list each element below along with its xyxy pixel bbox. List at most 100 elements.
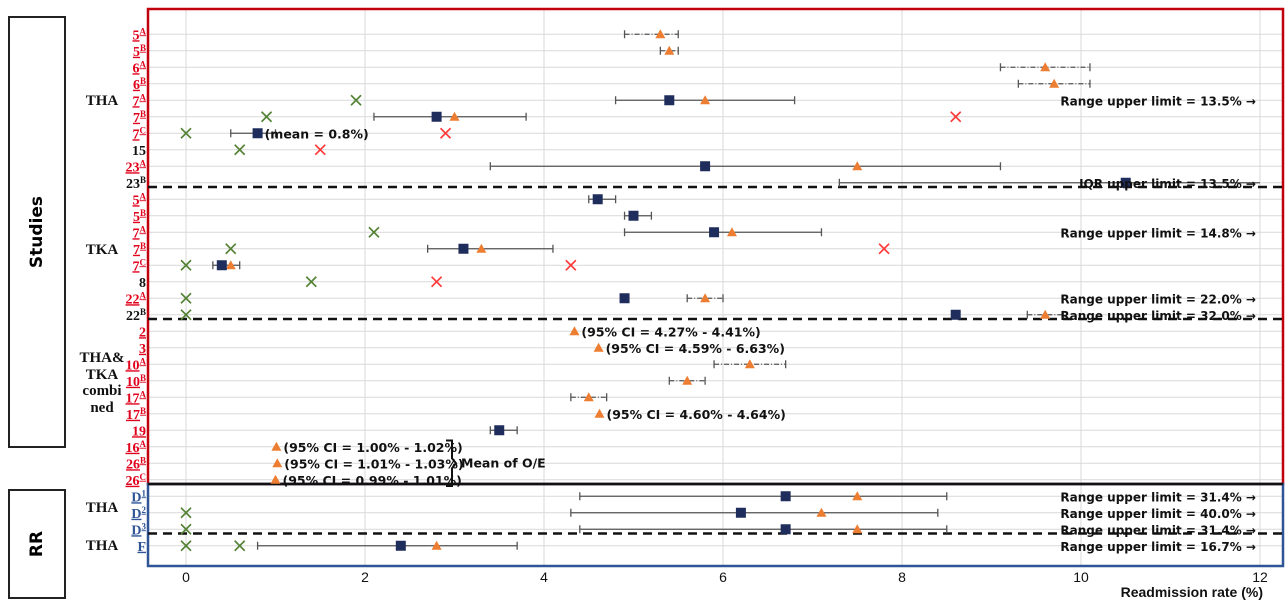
median-marker [271, 441, 282, 451]
study-label: D3 [131, 521, 146, 538]
point-annotation: (95% CI = 4.27% - 4.41%) [581, 324, 760, 339]
study-label: 26B [126, 455, 146, 472]
max-marker-stroke [878, 243, 890, 255]
upper-limit-note: Range upper limit = 31.4% → [1060, 490, 1256, 504]
min-marker-stroke [234, 144, 246, 156]
min-marker [225, 243, 237, 255]
brace-label: Mean of O/E [461, 455, 546, 470]
study-label: 7A [133, 224, 147, 241]
group-label-combined: THA& TKA combi ned [72, 350, 132, 416]
study-label: 7C [133, 125, 147, 142]
upper-limit-note: Range upper limit = 32.0% → [1060, 309, 1256, 323]
x-tick-label: 4 [540, 569, 548, 585]
study-label-superscript: 1 [142, 488, 147, 498]
mean-marker [252, 128, 263, 139]
study-label-superscript: B [140, 43, 146, 53]
mean-marker [709, 227, 720, 238]
study-label: 17B [126, 406, 146, 423]
study-label-superscript: A [140, 158, 147, 168]
group-label-combined-line: combi [82, 383, 122, 399]
study-label: 10B [126, 373, 146, 390]
study-label: 26C [126, 472, 147, 489]
study-label: 15 [132, 144, 146, 159]
max-marker-stroke [439, 127, 452, 139]
studies-side-box: Studies [8, 16, 66, 448]
max-marker [314, 144, 326, 156]
study-label-superscript: B [140, 175, 146, 185]
study-label: 8 [139, 276, 146, 291]
study-label: 7B [133, 241, 146, 258]
study-label: 5A [133, 26, 147, 43]
median-marker [852, 491, 863, 501]
study-label-superscript: A [140, 356, 147, 366]
study-label: 6A [133, 59, 147, 76]
min-marker [180, 507, 192, 519]
min-marker-stroke [180, 309, 192, 321]
study-label: 16A [126, 439, 147, 456]
point-annotation: (95% CI = 4.60% - 4.64%) [606, 407, 785, 422]
median-marker [583, 392, 594, 402]
study-label: 7A [133, 92, 147, 109]
min-marker [180, 259, 192, 271]
study-label-superscript: B [140, 455, 146, 465]
study-label: F [137, 540, 146, 555]
min-marker-stroke [180, 523, 192, 535]
max-marker [878, 243, 890, 255]
min-marker [350, 94, 362, 106]
mean-marker [950, 309, 961, 320]
x-tick-label: 12 [1252, 569, 1268, 585]
study-label: 6B [133, 76, 146, 93]
study-label-superscript: C [140, 472, 147, 482]
upper-limit-note: Range upper limit = 16.7% → [1060, 540, 1256, 554]
study-label-superscript: B [140, 76, 146, 86]
mean-marker [735, 507, 746, 518]
study-label: D2 [131, 505, 146, 522]
min-marker-stroke [260, 111, 273, 123]
point-annotation: (95% CI = 0.99% - 1.01%) [283, 473, 462, 488]
x-tick-label: 8 [898, 569, 906, 585]
mean-marker [780, 524, 791, 535]
median-marker [476, 243, 487, 253]
median-marker [594, 408, 605, 418]
study-label-superscript: A [140, 290, 147, 300]
mean-marker [494, 425, 505, 436]
study-label: 2 [139, 325, 146, 340]
median-marker [1040, 309, 1051, 319]
median-marker [1040, 62, 1051, 72]
max-marker [431, 276, 443, 288]
upper-limit-note: Range upper limit = 40.0% → [1060, 507, 1256, 521]
study-label: 7B [133, 109, 146, 126]
study-label: 23B [126, 175, 146, 192]
median-marker [852, 161, 863, 171]
upper-limit-note: Range upper limit = 14.8% → [1060, 226, 1256, 240]
study-label: 22A [126, 290, 147, 307]
study-label: 10A [126, 356, 147, 373]
median-marker [272, 458, 283, 468]
min-marker [234, 144, 246, 156]
min-marker [180, 309, 192, 321]
point-annotation: (95% CI = 1.00% - 1.02%) [283, 440, 462, 455]
median-marker [1049, 78, 1060, 88]
study-label: 17A [126, 389, 147, 406]
median-marker [225, 260, 236, 270]
median-marker [664, 45, 675, 55]
median-marker [816, 507, 827, 517]
median-marker [569, 326, 580, 336]
study-label: 3 [139, 342, 146, 357]
study-label-superscript: B [140, 241, 146, 251]
min-marker-stroke [350, 94, 362, 106]
median-marker [700, 293, 711, 303]
study-label: 5B [133, 43, 146, 60]
study-label: 23A [126, 158, 147, 175]
median-marker [726, 227, 737, 237]
study-label-superscript: B [140, 208, 146, 218]
median-marker [270, 474, 281, 484]
min-marker [180, 523, 192, 535]
upper-limit-note: Range upper limit = 22.0% → [1060, 292, 1256, 306]
study-label-superscript: B [140, 307, 146, 317]
max-marker-stroke [314, 144, 326, 156]
x-tick-label: 0 [182, 569, 190, 585]
study-label-superscript: A [140, 439, 147, 449]
group-label-combined-line: THA& [79, 350, 125, 366]
